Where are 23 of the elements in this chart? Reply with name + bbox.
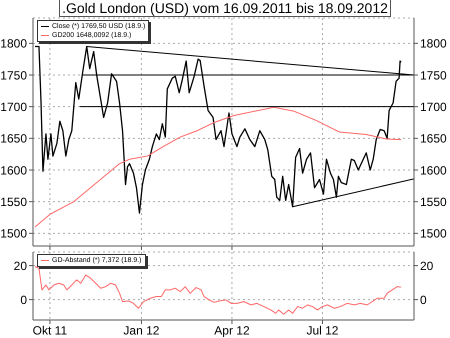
x-tick-label: Jan 12	[123, 324, 160, 338]
y-tick-label: 1700	[0, 100, 28, 114]
x-tick-label: Okt 11	[32, 324, 68, 338]
y2-tick-label: 1550	[420, 194, 448, 209]
x-tick-label: Jul 12	[306, 324, 339, 338]
y2-tick-label: 1750	[420, 68, 448, 82]
y2-tick-label: 1650	[420, 132, 448, 146]
y2-tick-label: 20	[420, 258, 434, 273]
y2-tick-label: 1500	[420, 226, 448, 241]
y-tick-label: 0	[20, 292, 28, 307]
chart-title: .Gold London (USD) vom 16.09.2011 bis 18.09.2012	[59, 0, 391, 17]
y-tick-label: 1500	[0, 226, 28, 241]
y-tick-label: 1750	[0, 68, 28, 82]
y-tick-label: 1600	[0, 163, 28, 178]
y-tick-label: 1800	[0, 36, 28, 51]
y2-tick-label: 1700	[420, 100, 448, 114]
y-tick-label: 1550	[0, 194, 28, 209]
x-tick-label: Apr 12	[214, 324, 250, 338]
y2-tick-label: 1800	[420, 36, 448, 51]
y2-tick-label: 1600	[420, 163, 448, 178]
y2-tick-label: 0	[420, 292, 427, 307]
y-tick-label: 1650	[0, 132, 28, 146]
y-tick-label: 20	[14, 258, 28, 273]
